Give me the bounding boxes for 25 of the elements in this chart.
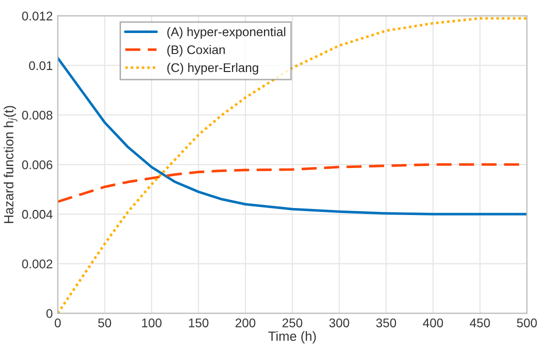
x-tick-label: 400 [422, 318, 444, 328]
x-tick-label: 100 [142, 318, 162, 328]
y-tick-label: 0.004 [22, 210, 53, 219]
legend-label: (B) Coxian [167, 44, 225, 57]
line-series [58, 17, 527, 314]
x-tick-label: 200 [236, 318, 256, 328]
x-tick-label: 250 [282, 318, 302, 328]
y-axis-title: Hazard function h$_{j}$(t) [4, 106, 18, 223]
legend-label: (A) hyper-exponential [167, 27, 286, 39]
y-tick-label: 0.008 [22, 110, 52, 120]
x-tick-label: 0 [54, 318, 61, 328]
x-tick-label: 500 [516, 318, 537, 328]
y-tick-label: 0 [46, 309, 52, 318]
x-axis-title: Time (h) [268, 331, 316, 344]
x-tick-label: 450 [470, 318, 490, 328]
legend-label: (C) hyper-Erlang [167, 62, 258, 75]
y-tick-label: 0.006 [22, 160, 52, 170]
y-tick-label: 0.012 [22, 12, 52, 20]
x-tick-label: 300 [329, 318, 350, 328]
x-tick-label: 50 [98, 318, 112, 328]
x-tick-label: 350 [376, 318, 396, 328]
line-series [58, 56, 527, 216]
x-tick-label: 150 [189, 318, 208, 328]
y-tick-label: 0.002 [22, 260, 52, 268]
y-tick-label: 0.01 [29, 61, 52, 70]
